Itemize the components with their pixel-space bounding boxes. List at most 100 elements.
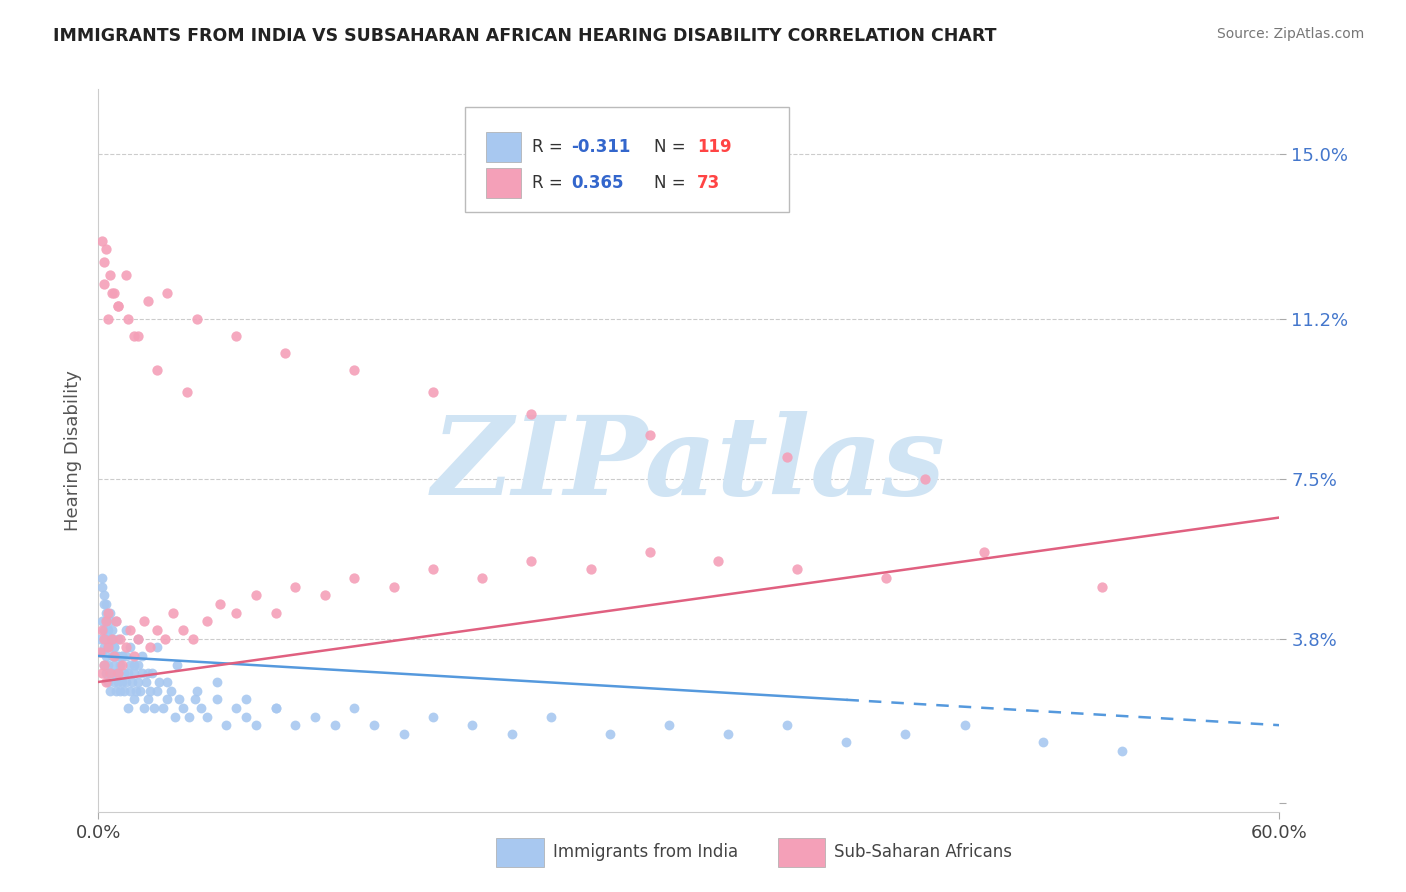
- Point: [461, 718, 484, 732]
- Point: [186, 683, 208, 698]
- Point: [115, 640, 138, 655]
- Point: [132, 701, 155, 715]
- Point: [98, 606, 121, 620]
- Point: [138, 640, 160, 655]
- Point: [96, 597, 118, 611]
- Point: [363, 718, 385, 732]
- Point: [107, 666, 129, 681]
- Point: [111, 648, 134, 663]
- Point: [284, 718, 307, 732]
- Point: [103, 640, 125, 655]
- Point: [422, 562, 444, 576]
- Point: [190, 701, 212, 715]
- Text: Source: ZipAtlas.com: Source: ZipAtlas.com: [1216, 27, 1364, 41]
- Point: [127, 674, 149, 689]
- Point: [103, 640, 125, 655]
- Point: [914, 472, 936, 486]
- Point: [98, 632, 121, 646]
- Point: [875, 571, 897, 585]
- Point: [205, 674, 228, 689]
- Point: [93, 255, 115, 269]
- Point: [98, 666, 121, 681]
- Point: [118, 683, 141, 698]
- Point: [343, 363, 366, 377]
- Point: [146, 683, 169, 698]
- Point: [264, 701, 287, 715]
- Point: [186, 311, 208, 326]
- Point: [127, 657, 149, 672]
- Point: [245, 718, 267, 732]
- Point: [98, 615, 121, 629]
- Point: [127, 632, 149, 646]
- Text: Immigrants from India: Immigrants from India: [553, 843, 738, 861]
- Point: [118, 623, 141, 637]
- Point: [392, 727, 415, 741]
- Point: [105, 666, 128, 681]
- Point: [225, 328, 247, 343]
- Point: [264, 606, 287, 620]
- Point: [127, 328, 149, 343]
- Point: [786, 562, 808, 576]
- Point: [125, 683, 148, 698]
- Point: [323, 718, 346, 732]
- Point: [96, 674, 118, 689]
- Point: [111, 657, 134, 672]
- Point: [101, 632, 124, 646]
- Point: [105, 683, 128, 698]
- Point: [111, 648, 134, 663]
- Point: [172, 701, 194, 715]
- Point: [835, 735, 858, 749]
- Point: [195, 615, 218, 629]
- Point: [107, 648, 129, 663]
- Point: [138, 683, 160, 698]
- Text: 119: 119: [697, 138, 733, 156]
- Y-axis label: Hearing Disability: Hearing Disability: [63, 370, 82, 531]
- Point: [97, 632, 120, 646]
- Point: [115, 623, 138, 637]
- Point: [91, 580, 114, 594]
- Point: [160, 683, 183, 698]
- Point: [107, 299, 129, 313]
- Point: [121, 674, 143, 689]
- Point: [156, 285, 179, 300]
- Text: -0.311: -0.311: [571, 138, 630, 156]
- Point: [89, 632, 111, 646]
- Point: [146, 363, 169, 377]
- Point: [520, 554, 543, 568]
- Point: [172, 623, 194, 637]
- Point: [658, 718, 681, 732]
- Point: [122, 657, 145, 672]
- Point: [136, 692, 159, 706]
- Point: [108, 657, 131, 672]
- Point: [382, 580, 405, 594]
- Point: [274, 346, 297, 360]
- Point: [103, 648, 125, 663]
- Point: [108, 632, 131, 646]
- Point: [776, 718, 799, 732]
- Point: [136, 666, 159, 681]
- Point: [93, 632, 115, 646]
- Point: [108, 683, 131, 698]
- Point: [118, 657, 141, 672]
- Point: [162, 606, 184, 620]
- Text: R =: R =: [531, 138, 568, 156]
- Point: [105, 615, 128, 629]
- Point: [101, 666, 124, 681]
- Point: [284, 580, 307, 594]
- Point: [96, 648, 118, 663]
- Point: [165, 709, 187, 723]
- Point: [343, 701, 366, 715]
- Point: [97, 623, 120, 637]
- Point: [177, 709, 200, 723]
- Point: [101, 623, 124, 637]
- Point: [156, 692, 179, 706]
- Point: [136, 294, 159, 309]
- Point: [96, 606, 118, 620]
- Point: [599, 727, 621, 741]
- Point: [894, 727, 917, 741]
- Point: [146, 640, 169, 655]
- Point: [107, 632, 129, 646]
- Point: [93, 623, 115, 637]
- Text: IMMIGRANTS FROM INDIA VS SUBSAHARAN AFRICAN HEARING DISABILITY CORRELATION CHART: IMMIGRANTS FROM INDIA VS SUBSAHARAN AFRI…: [53, 27, 997, 45]
- Point: [152, 701, 174, 715]
